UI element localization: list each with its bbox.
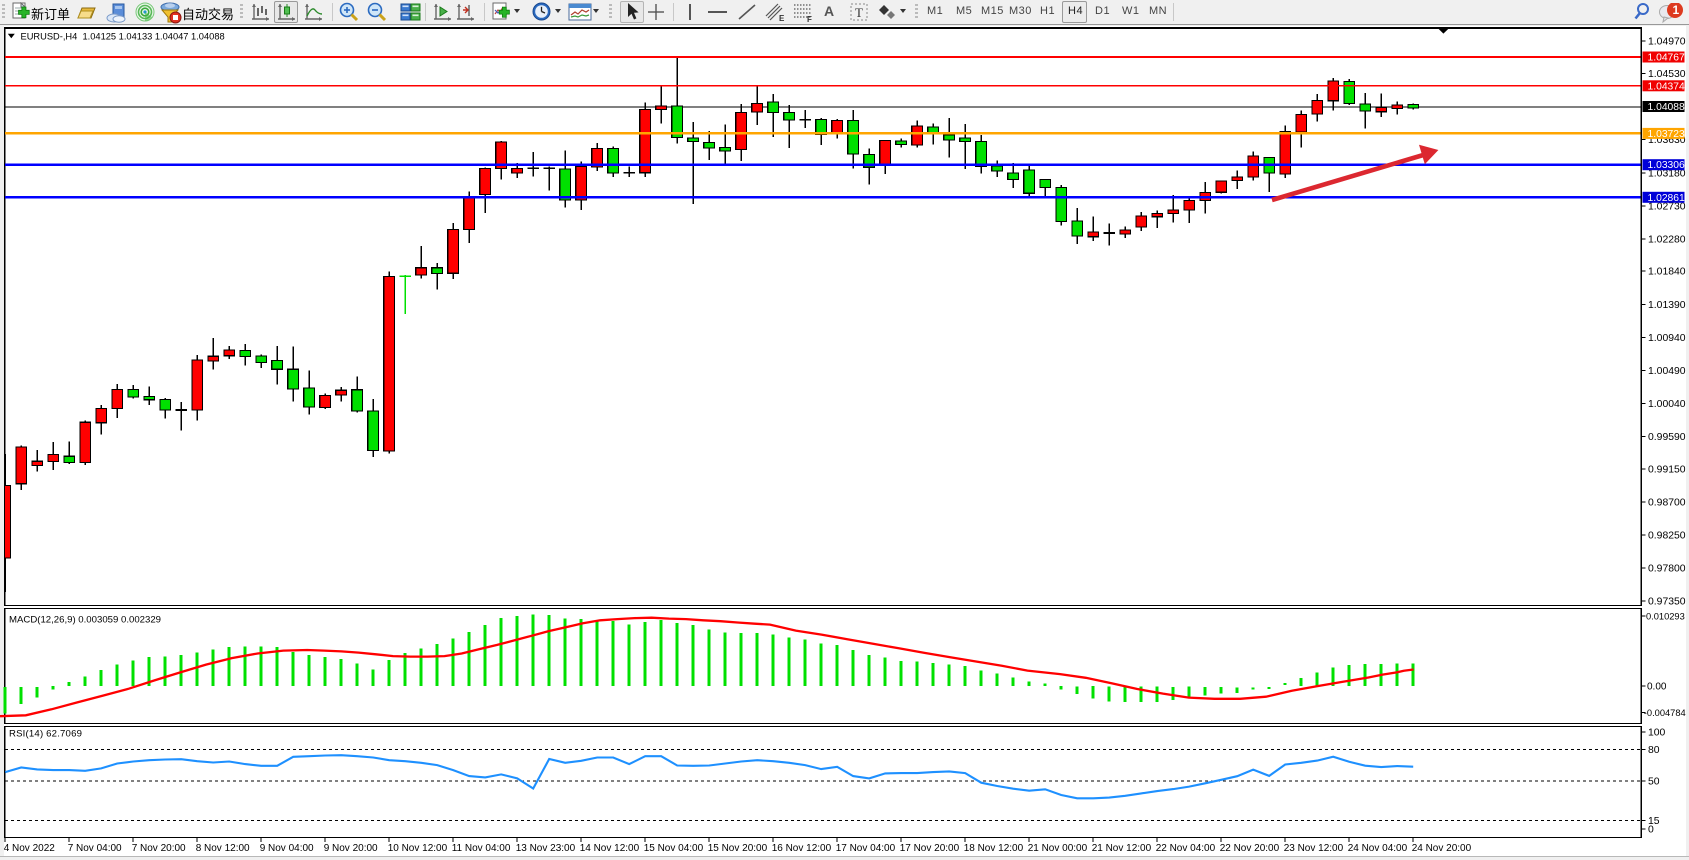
svg-text:14 Nov 12:00: 14 Nov 12:00 (580, 843, 640, 854)
svg-text:0.99150: 0.99150 (1648, 464, 1686, 475)
svg-text:7 Nov 04:00: 7 Nov 04:00 (68, 843, 122, 854)
svg-text:8 Nov 12:00: 8 Nov 12:00 (196, 843, 250, 854)
svg-text:7 Nov 20:00: 7 Nov 20:00 (132, 843, 186, 854)
svg-text:0.98700: 0.98700 (1648, 498, 1686, 509)
svg-text:80: 80 (1648, 745, 1660, 756)
svg-text:1.00940: 1.00940 (1648, 333, 1686, 344)
svg-text:1.02280: 1.02280 (1648, 234, 1686, 245)
svg-text:F: F (807, 15, 812, 22)
svg-text:24 Nov 04:00: 24 Nov 04:00 (1348, 843, 1408, 854)
svg-text:1.04970: 1.04970 (1648, 37, 1686, 48)
svg-text:11 Nov 04:00: 11 Nov 04:00 (452, 843, 511, 854)
svg-text:1: 1 (1673, 3, 1680, 17)
svg-text:-0.004784: -0.004784 (1644, 708, 1686, 718)
svg-text:1.04374: 1.04374 (1648, 81, 1685, 92)
svg-text:EURUSD-,H4 1.04125 1.04133 1.: EURUSD-,H4 1.04125 1.04133 1.04047 1.040… (21, 32, 225, 42)
svg-text:1.03723: 1.03723 (1648, 129, 1685, 140)
svg-text:9 Nov 04:00: 9 Nov 04:00 (260, 843, 314, 854)
svg-text:50: 50 (1648, 776, 1660, 787)
svg-text:1.04767: 1.04767 (1648, 53, 1685, 64)
svg-text:1.04088: 1.04088 (1648, 102, 1685, 113)
svg-text:0.98250: 0.98250 (1648, 531, 1686, 542)
svg-text:1.03180: 1.03180 (1648, 168, 1686, 179)
svg-text:1.03306: 1.03306 (1648, 160, 1685, 171)
svg-text:4 Nov 2022: 4 Nov 2022 (4, 843, 56, 854)
svg-text:9 Nov 20:00: 9 Nov 20:00 (324, 843, 378, 854)
svg-text:1.04530: 1.04530 (1648, 69, 1686, 80)
svg-text:17 Nov 20:00: 17 Nov 20:00 (900, 843, 960, 854)
svg-text:0.97350: 0.97350 (1648, 597, 1686, 608)
svg-text:RSI(14) 62.7069: RSI(14) 62.7069 (9, 729, 82, 740)
svg-text:15 Nov 04:00: 15 Nov 04:00 (644, 843, 704, 854)
svg-text:10 Nov 12:00: 10 Nov 12:00 (388, 843, 448, 854)
svg-text:1.00490: 1.00490 (1648, 366, 1686, 377)
svg-text:21 Nov 00:00: 21 Nov 00:00 (1028, 843, 1088, 854)
svg-text:E: E (779, 14, 785, 22)
svg-text:22 Nov 04:00: 22 Nov 04:00 (1156, 843, 1216, 854)
svg-text:21 Nov 12:00: 21 Nov 12:00 (1092, 843, 1152, 854)
svg-text:18 Nov 12:00: 18 Nov 12:00 (964, 843, 1024, 854)
svg-text:0.97800: 0.97800 (1648, 564, 1686, 575)
svg-text:T: T (855, 5, 863, 20)
svg-text:13 Nov 23:00: 13 Nov 23:00 (516, 843, 576, 854)
svg-text:1.01840: 1.01840 (1648, 267, 1686, 278)
svg-text:0.99590: 0.99590 (1648, 432, 1686, 443)
svg-text:0.010293: 0.010293 (1646, 611, 1685, 621)
svg-text:0: 0 (1648, 824, 1654, 835)
svg-text:16 Nov 12:00: 16 Nov 12:00 (772, 843, 832, 854)
svg-text:1.03630: 1.03630 (1648, 135, 1686, 146)
svg-text:MACD(12,26,9) 0.003059 0.00232: MACD(12,26,9) 0.003059 0.002329 (9, 615, 161, 626)
svg-text:1.01390: 1.01390 (1648, 300, 1686, 311)
svg-text:1.02730: 1.02730 (1648, 201, 1686, 212)
svg-text:100: 100 (1648, 728, 1666, 739)
svg-text:1.02861: 1.02861 (1648, 193, 1685, 204)
svg-text:15 Nov 20:00: 15 Nov 20:00 (708, 843, 768, 854)
svg-text:22 Nov 20:00: 22 Nov 20:00 (1220, 843, 1280, 854)
svg-text:0.00: 0.00 (1647, 682, 1667, 693)
svg-text:24 Nov 20:00: 24 Nov 20:00 (1412, 843, 1472, 854)
svg-text:15: 15 (1648, 816, 1660, 827)
svg-text:23 Nov 12:00: 23 Nov 12:00 (1284, 843, 1344, 854)
svg-text:1.00040: 1.00040 (1648, 399, 1686, 410)
svg-text:17 Nov 04:00: 17 Nov 04:00 (836, 843, 896, 854)
